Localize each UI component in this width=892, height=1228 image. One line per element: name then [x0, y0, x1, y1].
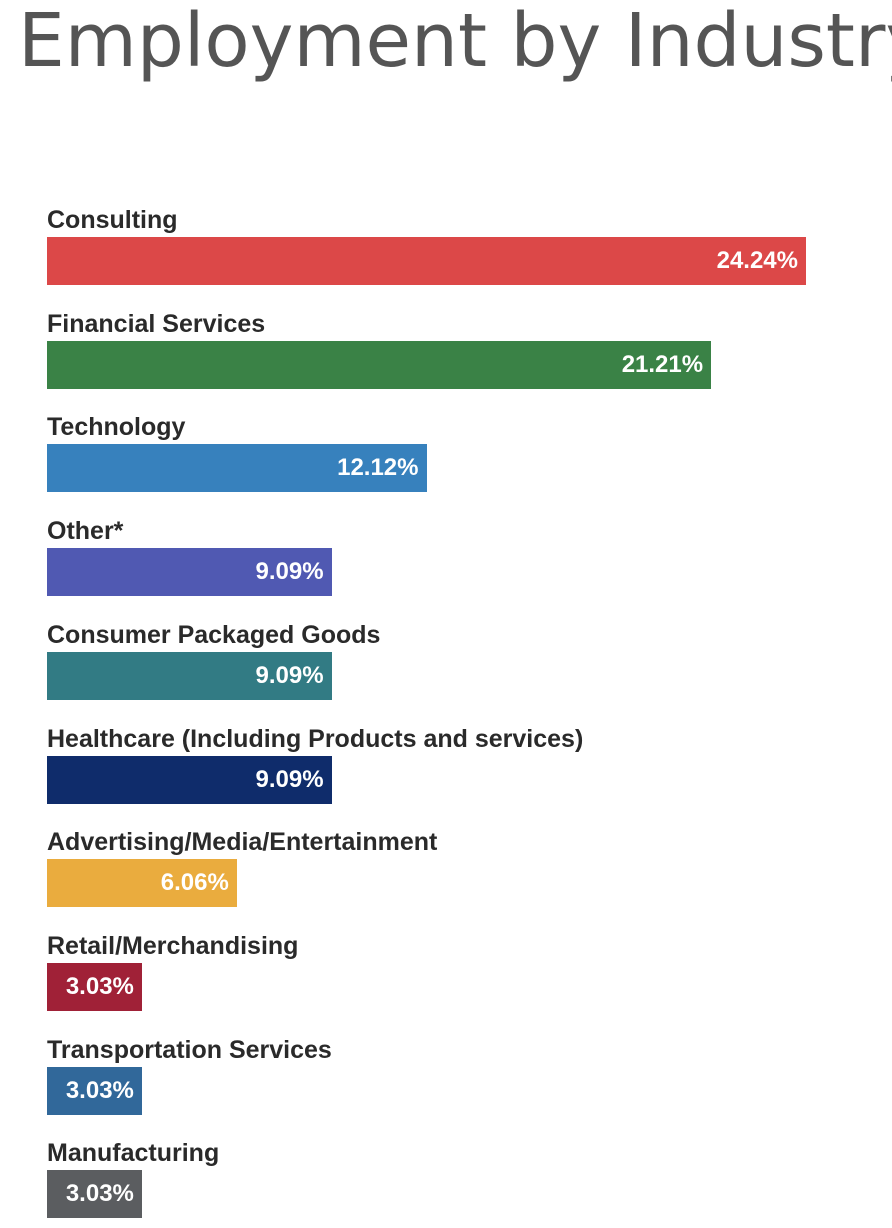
bar-value-label: 9.09% — [255, 558, 324, 585]
bar-category-label: Other* — [47, 517, 124, 545]
bar-value-label: 21.21% — [621, 351, 704, 378]
bar: 3.03% — [47, 1170, 142, 1218]
bar-category-label: Consumer Packaged Goods — [47, 621, 381, 649]
bar-row: Technology 12.12% — [47, 411, 847, 499]
bar: 12.12% — [47, 444, 427, 492]
bar-value-label: 9.09% — [255, 766, 324, 793]
bar: 9.09% — [47, 652, 332, 700]
bar: 6.06% — [47, 859, 237, 907]
bar-value-label: 3.03% — [65, 1180, 134, 1207]
bar-row: Retail/Merchandising 3.03% — [47, 930, 847, 1018]
bar-row: Other* 9.09% — [47, 515, 847, 603]
bar: 24.24% — [47, 237, 806, 285]
bar-category-label: Retail/Merchandising — [47, 932, 299, 960]
bar: 21.21% — [47, 341, 712, 389]
bar: 3.03% — [47, 963, 142, 1011]
bar-category-label: Technology — [47, 413, 186, 441]
bar-value-label: 12.12% — [337, 454, 419, 481]
bar-value-label: 9.09% — [255, 662, 324, 689]
bar-category-label: Financial Services — [47, 310, 266, 338]
bar-category-label: Consulting — [47, 206, 178, 234]
bar-row: Consumer Packaged Goods 9.09% — [47, 619, 847, 707]
page-title: Employment by Industry — [18, 0, 892, 84]
bar-value-label: 3.03% — [65, 973, 134, 1000]
bar-row: Consulting 24.24% — [47, 204, 847, 292]
bar: 9.09% — [47, 756, 332, 804]
bar-value-label: 3.03% — [65, 1077, 134, 1104]
bar-value-label: 24.24% — [716, 247, 798, 274]
bar-row: Transportation Services 3.03% — [47, 1034, 847, 1122]
bar: 3.03% — [47, 1067, 142, 1115]
bar-category-label: Transportation Services — [47, 1036, 332, 1064]
bar-category-label: Manufacturing — [47, 1139, 220, 1167]
bar-row: Financial Services 21.21% — [47, 308, 847, 396]
bar-value-label: 6.06% — [160, 869, 229, 896]
bar-row: Advertising/Media/Entertainment 6.06% — [47, 826, 847, 914]
bar-row: Healthcare (Including Products and servi… — [47, 723, 847, 811]
bar: 9.09% — [47, 548, 332, 596]
bar-category-label: Advertising/Media/Entertainment — [47, 828, 438, 856]
bar-category-label: Healthcare (Including Products and servi… — [47, 725, 584, 753]
bar-row: Manufacturing 3.03% — [47, 1137, 847, 1225]
